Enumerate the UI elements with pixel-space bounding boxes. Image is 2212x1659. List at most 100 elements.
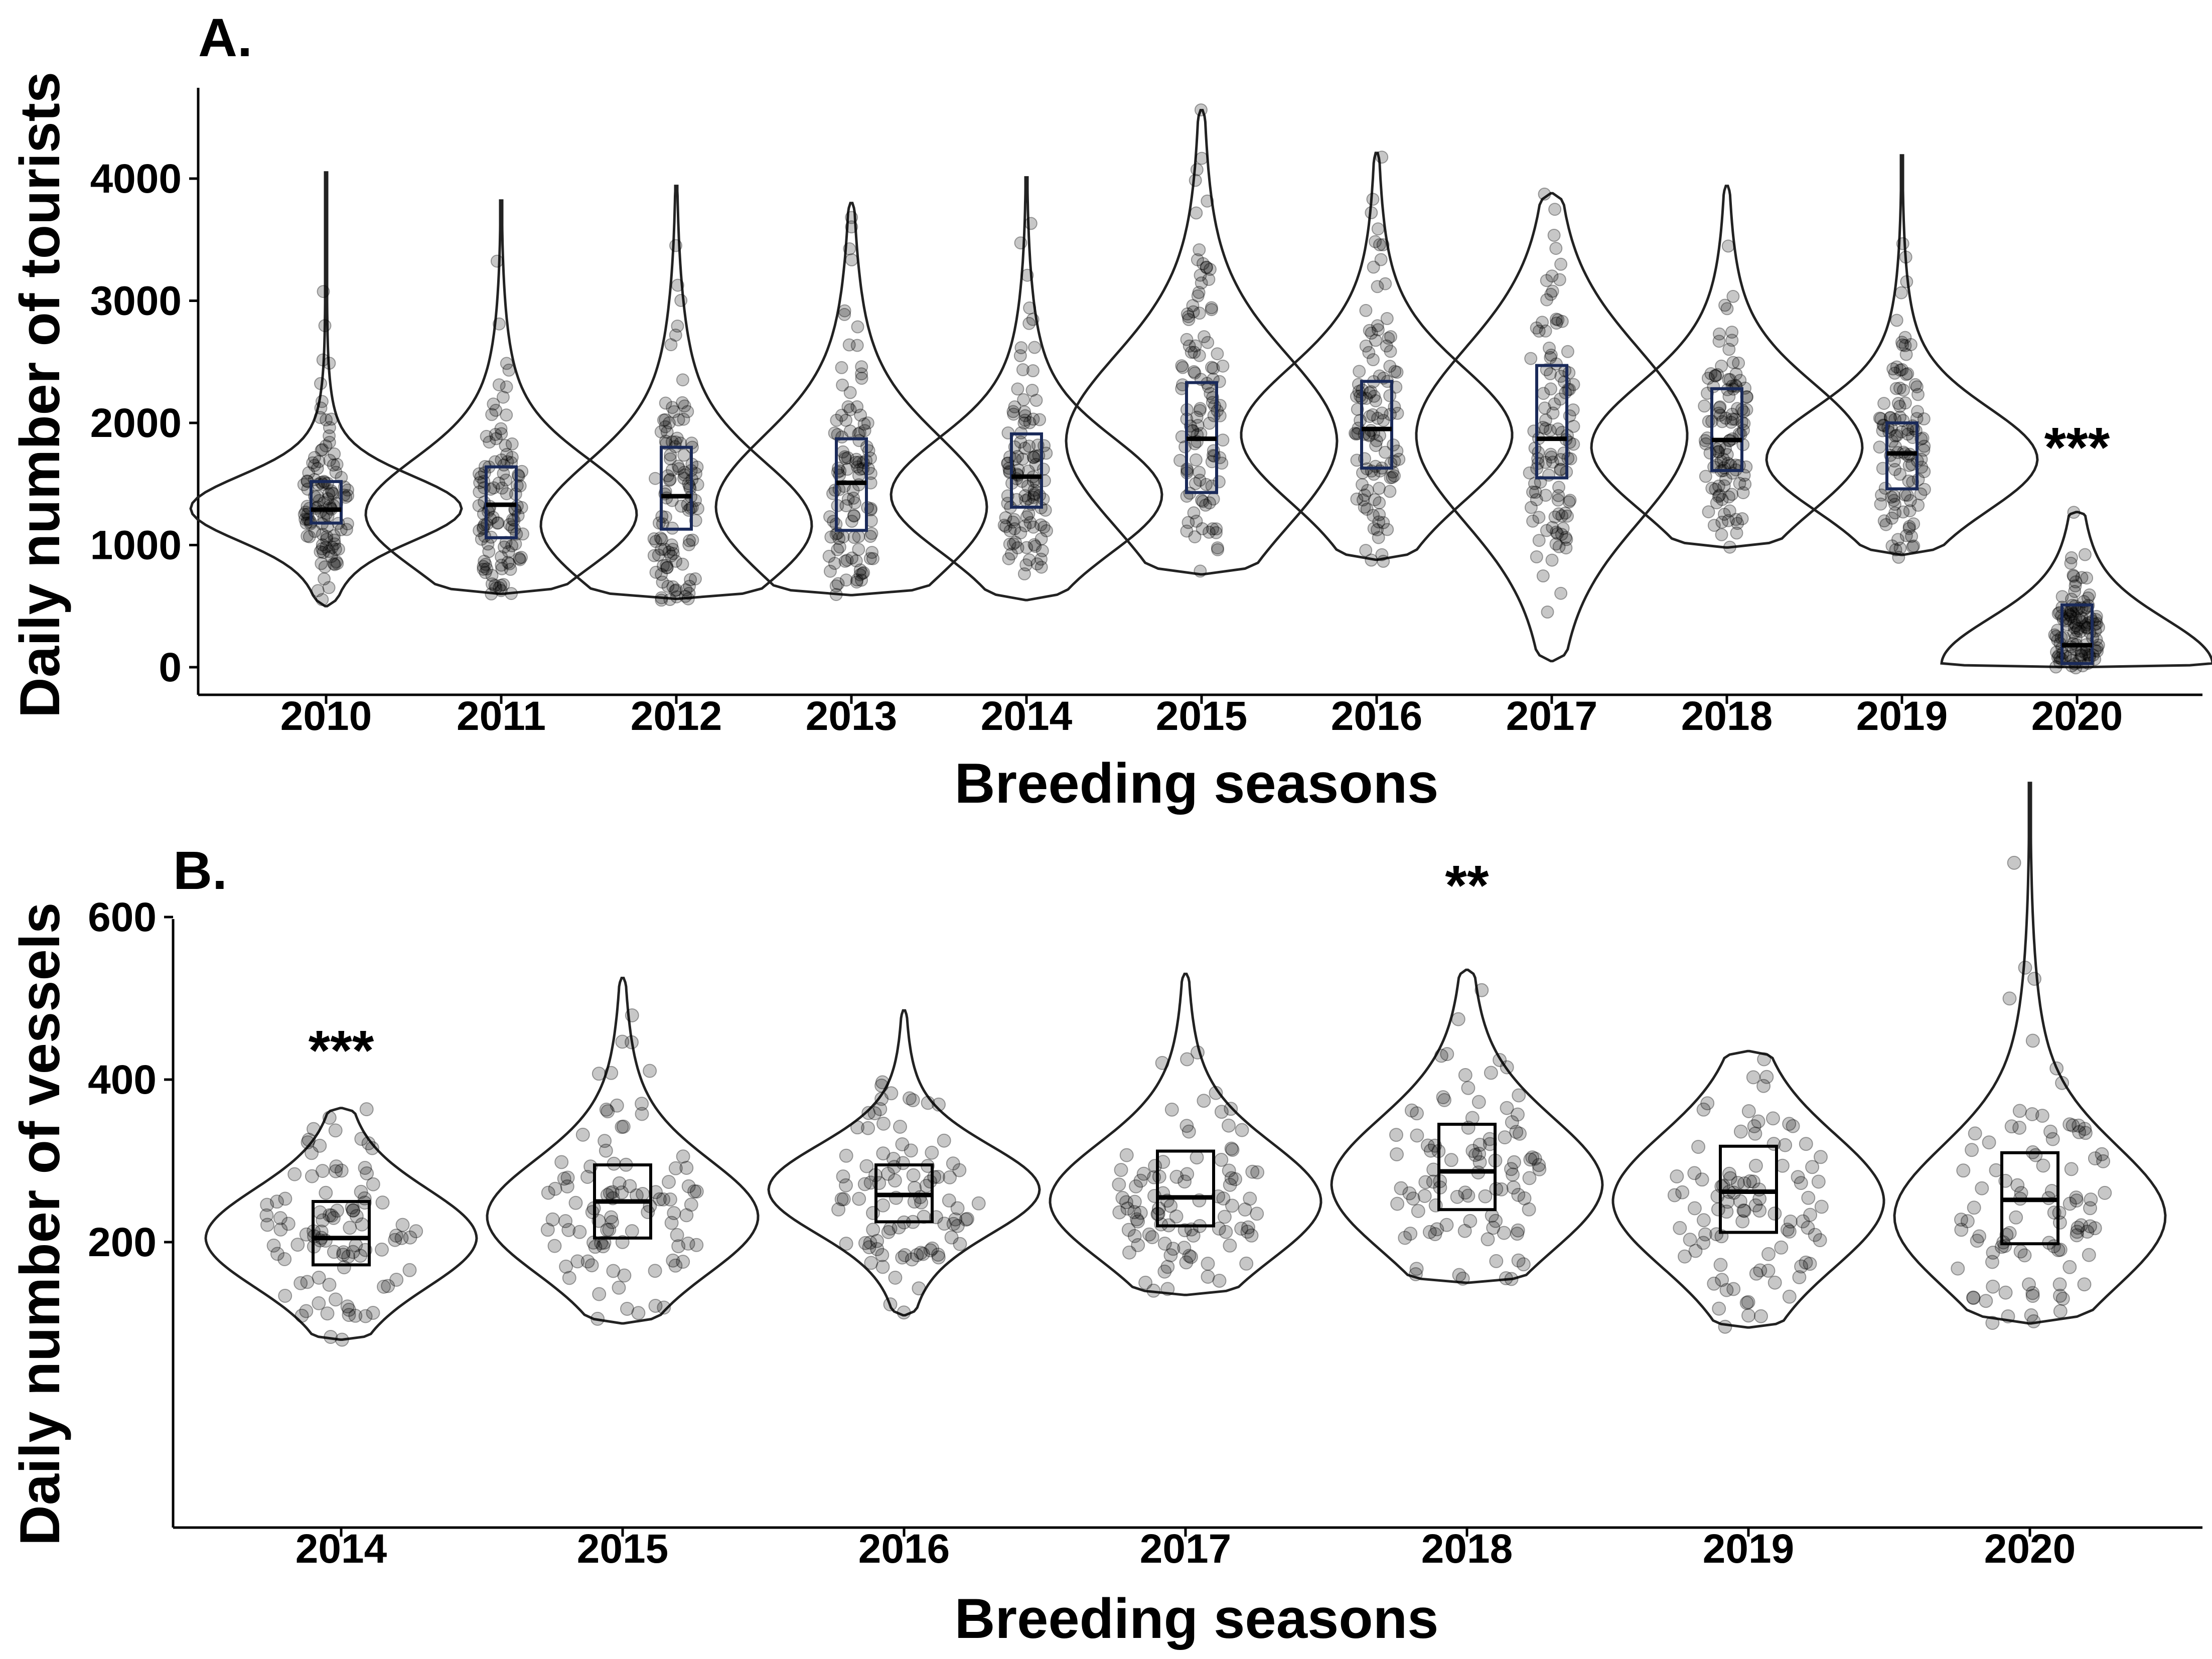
data-point [512, 552, 526, 565]
data-point [1895, 425, 1908, 438]
data-point [1169, 1169, 1184, 1184]
data-point [1214, 1105, 1229, 1119]
data-point [660, 561, 674, 574]
data-point [863, 1236, 877, 1250]
data-point [1366, 193, 1380, 206]
iqr-box [1010, 432, 1043, 509]
data-point [293, 1276, 308, 1290]
data-point [1195, 494, 1208, 507]
data-point [689, 1238, 704, 1252]
data-point [1725, 412, 1739, 426]
data-point [478, 466, 491, 480]
data-point [835, 361, 848, 374]
data-point [290, 1238, 305, 1252]
data-point [1371, 411, 1384, 425]
data-point [873, 1102, 888, 1116]
data-point [1709, 369, 1722, 383]
data-point [845, 220, 858, 234]
data-point [1017, 416, 1031, 430]
data-point [1200, 261, 1213, 274]
data-point [1027, 450, 1041, 464]
data-point [1191, 253, 1204, 266]
data-point [648, 1264, 662, 1278]
data-point [1410, 1106, 1424, 1121]
panel-a-marks: 0 1000 2000 3000 4000 2010 2011 2012 2013 2014 201… [90, 103, 2212, 739]
data-point [1733, 477, 1746, 490]
data-point [678, 399, 691, 413]
data-point [845, 515, 858, 528]
data-point [1020, 510, 1034, 524]
data-point [1888, 366, 1901, 380]
data-point [1707, 380, 1720, 393]
data-point [1889, 543, 1902, 556]
data-point [1748, 1158, 1763, 1173]
data-point [2067, 506, 2081, 519]
data-point [950, 1201, 965, 1216]
data-point [1544, 367, 1557, 380]
data-point [259, 1208, 274, 1223]
data-point [2066, 1118, 2080, 1133]
data-point [2071, 624, 2084, 638]
data-point [925, 1241, 940, 1256]
data-point [1874, 497, 1887, 511]
data-point [655, 543, 668, 556]
data-point [1549, 537, 1563, 551]
data-point [669, 239, 682, 252]
data-point [1390, 1196, 1405, 1211]
data-point [1119, 1195, 1133, 1210]
data-point [910, 1248, 924, 1262]
data-point [946, 1217, 961, 1231]
data-point [850, 575, 863, 589]
data-point [855, 372, 868, 385]
data-point [359, 1102, 374, 1117]
data-point [540, 1223, 555, 1237]
data-point [1550, 357, 1563, 371]
data-point [1203, 416, 1216, 430]
data-point [864, 1256, 878, 1270]
data-point [669, 329, 682, 342]
data-point [316, 528, 329, 541]
data-point [849, 554, 863, 568]
data-point [568, 1195, 583, 1210]
violin-shape [1049, 972, 1322, 1296]
data-point [2027, 972, 2041, 986]
data-point [1715, 1273, 1729, 1287]
data-point [575, 1127, 590, 1142]
data-point [1898, 339, 1912, 352]
data-point [1422, 1225, 1437, 1239]
data-point [1027, 538, 1041, 551]
data-point [1546, 456, 1559, 469]
data-point [875, 1260, 890, 1274]
data-point [360, 1166, 374, 1180]
data-point [2055, 1076, 2070, 1090]
data-point [895, 1137, 910, 1151]
data-point [505, 539, 519, 552]
data-point [2007, 855, 2021, 870]
data-point [946, 1156, 960, 1171]
data-point [306, 456, 320, 470]
data-point [2044, 1184, 2059, 1198]
data-point [560, 1179, 574, 1193]
data-point [659, 413, 672, 426]
data-point [1461, 1188, 1476, 1203]
data-point [545, 1212, 560, 1227]
data-point [1741, 1295, 1755, 1309]
y-tick-label: 200 [88, 1220, 157, 1265]
data-point [858, 424, 871, 437]
data-point [2069, 579, 2082, 592]
data-point [1698, 1227, 1712, 1242]
data-point [1390, 1147, 1404, 1161]
data-point [1180, 333, 1194, 346]
data-point [828, 557, 841, 570]
data-point [330, 1203, 344, 1218]
data-point [1131, 1214, 1145, 1229]
data-point [1182, 1249, 1197, 1263]
data-point [1205, 361, 1218, 374]
data-point [311, 462, 324, 475]
data-point [1695, 1172, 1709, 1187]
data-point [888, 1173, 902, 1188]
data-point [1736, 1203, 1751, 1218]
data-point [1030, 557, 1044, 570]
data-point [316, 1213, 330, 1228]
data-point [1468, 1148, 1483, 1162]
